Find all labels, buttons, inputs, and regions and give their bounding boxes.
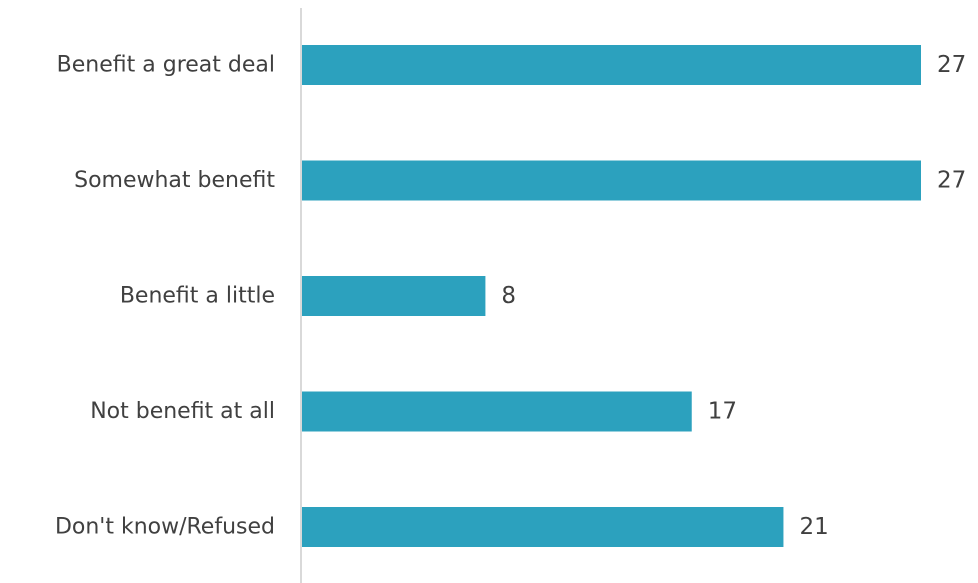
category-label: Somewhat benefit <box>74 168 275 193</box>
value-label: 27 <box>937 168 966 194</box>
value-label: 8 <box>501 283 516 309</box>
bars-layer: Benefit a great deal 27 Somewhat benefit 27… <box>55 45 966 547</box>
bar <box>302 160 921 201</box>
category-label: Benefit a little <box>120 284 275 309</box>
bar <box>302 507 784 547</box>
bar <box>302 276 486 316</box>
bar <box>302 45 921 85</box>
value-label: 17 <box>708 399 737 425</box>
value-label: 27 <box>937 52 966 78</box>
bar <box>302 391 692 432</box>
category-label: Benefit a great deal <box>57 53 275 78</box>
category-label: Don't know/Refused <box>55 515 275 540</box>
category-label: Not benefit at all <box>90 399 275 424</box>
value-label: 21 <box>799 514 828 540</box>
